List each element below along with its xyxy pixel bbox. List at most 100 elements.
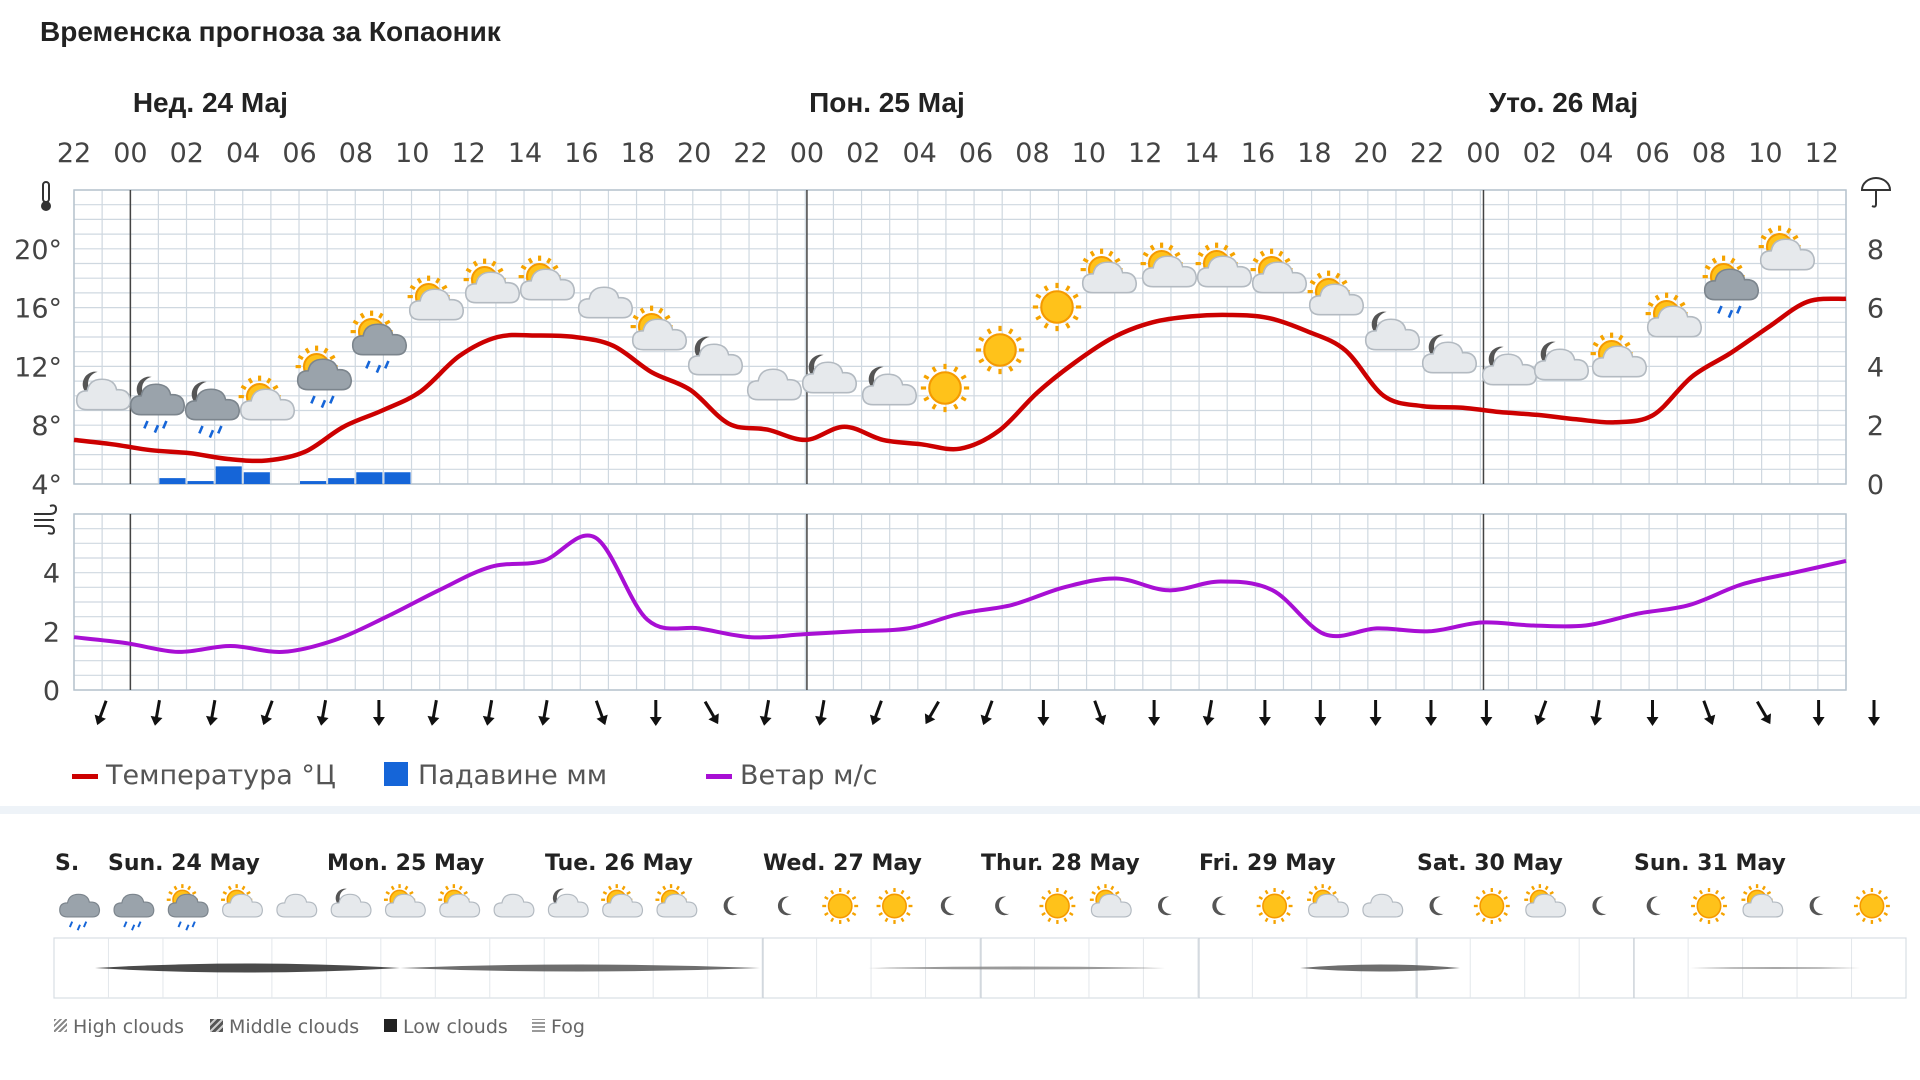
sun-cloud-rain-icon [1702, 255, 1760, 319]
moon-cloud-icon [861, 366, 918, 406]
week-day-label: S. [55, 851, 79, 876]
moon-icon [777, 896, 793, 916]
sun-cloud-icon [655, 884, 698, 918]
hour-label: 14 [508, 138, 542, 169]
hour-label: 12 [451, 138, 485, 169]
cloud-legend-high: High clouds [54, 1016, 184, 1038]
wind-grid [73, 513, 1847, 691]
week-day-label: Thur. 28 May [981, 851, 1140, 876]
high-clouds-swatch [54, 1019, 67, 1032]
day-header: Пон. 25 Мај [809, 87, 965, 118]
cloud-icon [746, 368, 803, 401]
hour-label: 14 [1184, 138, 1218, 169]
wind-arrow [1756, 700, 1771, 725]
legend-temperature: Температура °Ц [72, 760, 336, 791]
precip-bar [187, 481, 214, 484]
hour-label: 12 [1128, 138, 1162, 169]
wind-arrow [1812, 700, 1825, 726]
sun-cloud-icon [463, 258, 521, 304]
wind-arrow [427, 699, 440, 726]
precip-bar [328, 478, 355, 484]
hour-label: 08 [339, 138, 373, 169]
cloud-legend-high-label: High clouds [73, 1016, 185, 1038]
hour-label: 00 [1466, 138, 1500, 169]
wind-arrow [260, 700, 274, 726]
top-frame [73, 189, 1847, 485]
wind-arrow [1148, 700, 1161, 726]
sun-cloud-icon [1089, 884, 1132, 918]
moon-icon [1646, 896, 1661, 916]
sun-icon [1691, 888, 1727, 924]
moon-cloud-icon [547, 888, 589, 918]
hour-label: 18 [621, 138, 655, 169]
middle-cloud-band [1300, 964, 1460, 972]
hour-label: 00 [113, 138, 147, 169]
wind-arrow [1425, 700, 1437, 726]
cloud-icon [577, 286, 634, 319]
hour-label: 02 [170, 138, 204, 169]
wind-arrow [94, 700, 108, 726]
week-overview: S. Sun. 24 May Mon. 25 May Tue. 26 May Wed. … [53, 851, 1907, 999]
umbrella-icon [1860, 177, 1892, 208]
moon-icon [1157, 896, 1173, 916]
wind-arrow [372, 700, 385, 726]
moon-cloud-icon [801, 354, 858, 394]
moon-icon [995, 896, 1010, 916]
cloud-icon [493, 893, 535, 918]
precip-bar [159, 478, 186, 484]
sun-cloud-icon [438, 884, 481, 918]
sun-cloud-icon [630, 305, 688, 351]
hour-label: 16 [1241, 138, 1275, 169]
wind-arrow [980, 700, 994, 726]
sun-cloud-icon [1524, 884, 1567, 918]
hour-label: 06 [1635, 138, 1669, 169]
wind-tick: 4 [43, 559, 60, 590]
hour-label: 04 [903, 138, 937, 169]
sun-cloud-icon [1195, 242, 1253, 288]
wind-arrow [316, 699, 329, 726]
middle-clouds-swatch [210, 1019, 223, 1032]
sun-icon [975, 325, 1025, 375]
sun-cloud-rain-icon [350, 310, 408, 374]
sun-cloud-icon [1645, 292, 1703, 338]
moon-cloud-icon [1481, 346, 1538, 386]
wind-arrow [1534, 700, 1548, 726]
wind-arrow [150, 699, 163, 726]
wind-icon [34, 504, 58, 535]
wind-tick: 2 [43, 617, 60, 648]
wind-arrow [1590, 699, 1603, 726]
sun-cloud-icon [407, 275, 465, 321]
wind-line [73, 533, 1847, 654]
day-separators [129, 190, 1485, 690]
hour-label: 22 [733, 138, 767, 169]
hour-label: 20 [1354, 138, 1388, 169]
wind-arrow [538, 699, 551, 726]
sun-icon [822, 888, 859, 924]
legend-wind: Ветар м/с [706, 760, 877, 791]
sun-cloud-icon [238, 375, 296, 421]
wind-line-group [73, 533, 1847, 654]
precip-tick: 2 [1867, 411, 1884, 442]
hour-label: 04 [1579, 138, 1613, 169]
sun-cloud-icon [518, 255, 576, 301]
week-day-label: Sun. 31 May [1634, 851, 1786, 876]
wind-arrow [869, 700, 883, 726]
precipitation-bars [159, 466, 411, 484]
moon-cloud-icon [687, 336, 744, 376]
high-cloud-band [1690, 967, 1860, 969]
wind-arrow [1702, 700, 1716, 726]
temperature-line [73, 296, 1847, 464]
moon-cloud-icon [1421, 334, 1478, 374]
legend-temperature-swatch [72, 774, 98, 779]
wind-arrow [206, 699, 218, 726]
hour-label: 06 [282, 138, 316, 169]
wind-arrow [482, 699, 495, 726]
wind-arrow [1480, 700, 1493, 726]
sun-cloud-icon [1250, 248, 1308, 294]
wind-arrow [1093, 700, 1107, 726]
section-divider [0, 806, 1920, 814]
precip-bar [300, 481, 327, 484]
page-title: Временска прогноза за Копаоник [40, 16, 501, 47]
wind-frame [73, 513, 1847, 691]
